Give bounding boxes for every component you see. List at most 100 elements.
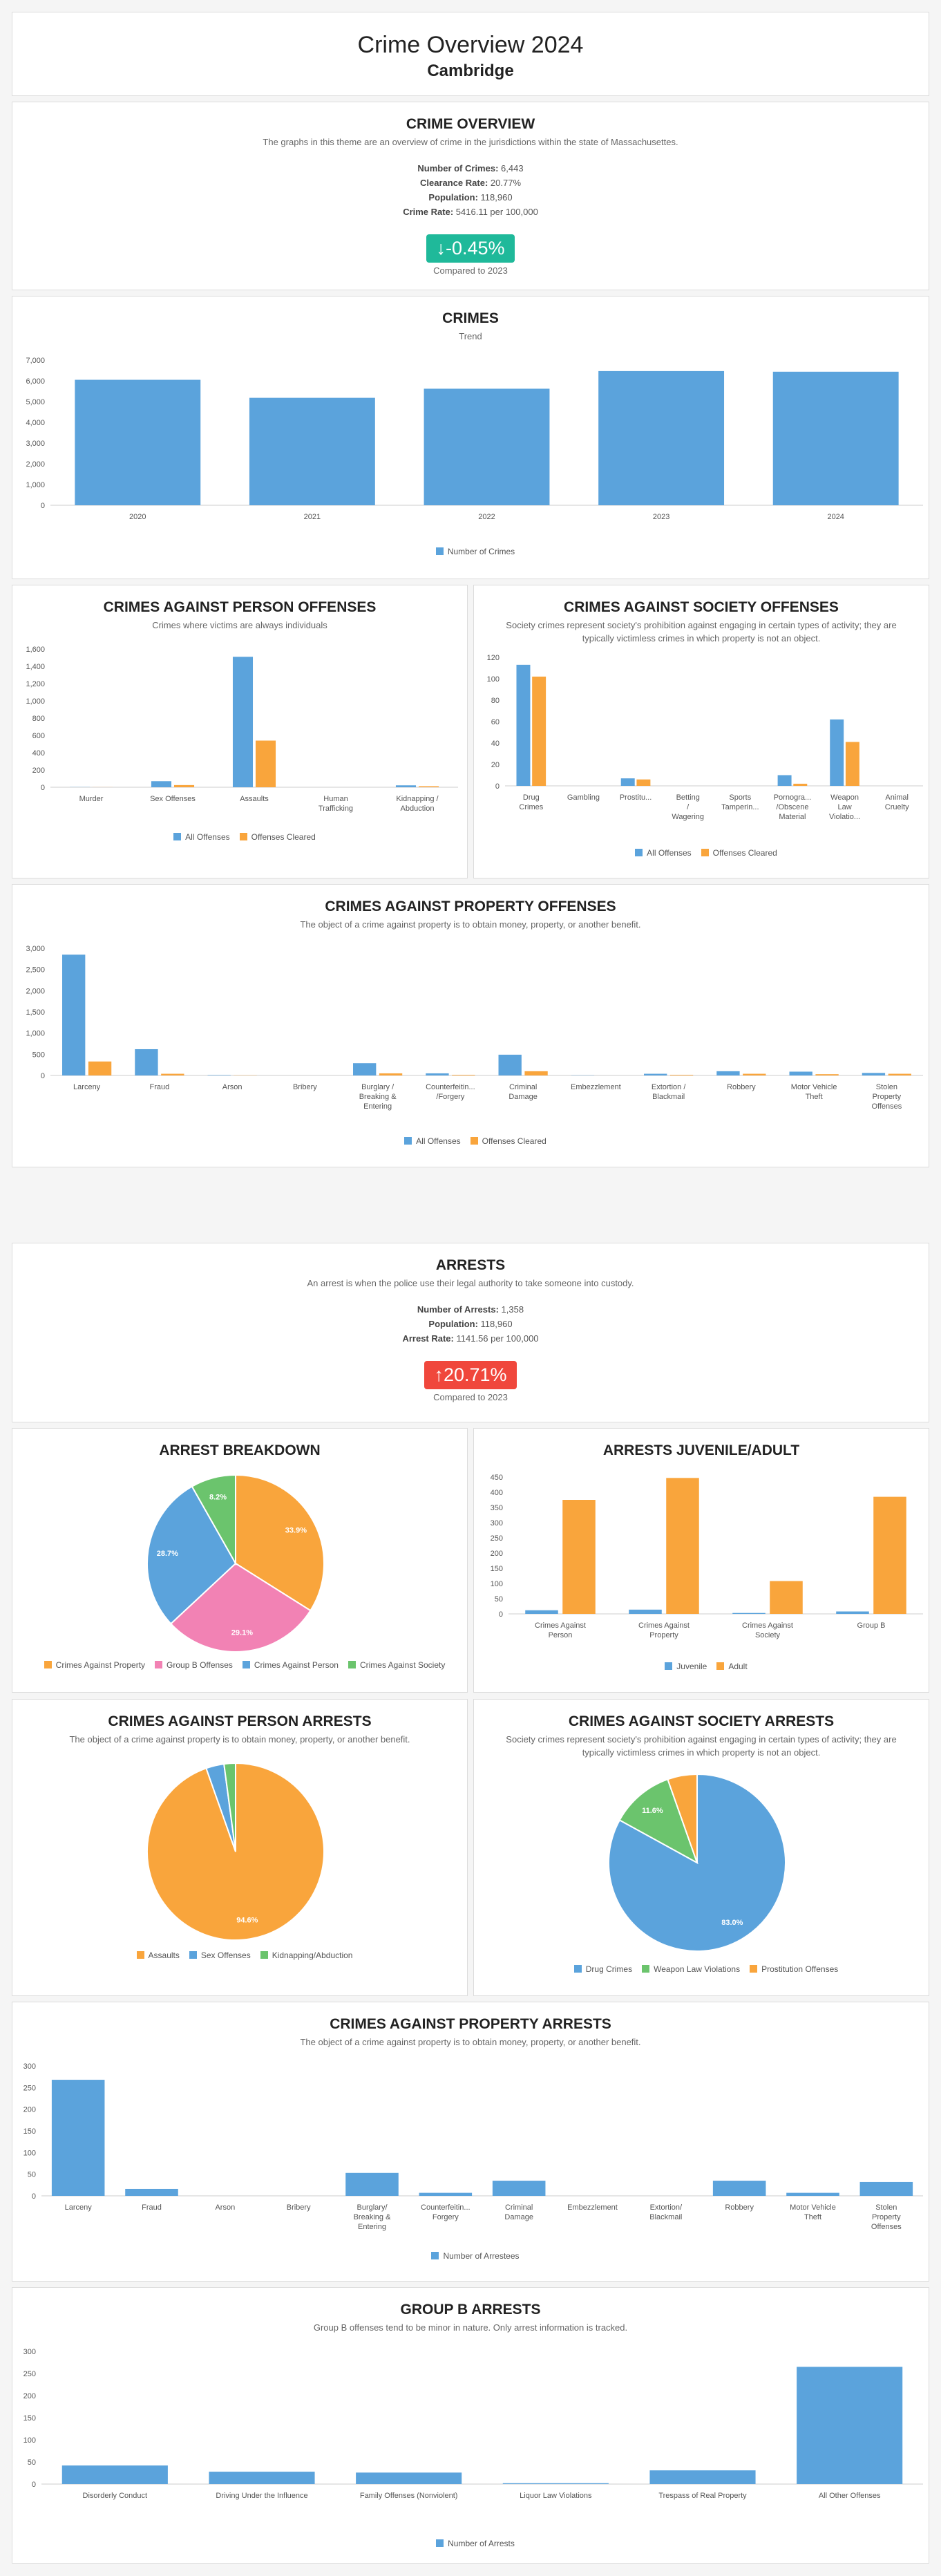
bar[interactable]	[786, 2192, 839, 2196]
bar[interactable]	[492, 2181, 546, 2196]
bar[interactable]	[716, 1071, 740, 1075]
legend-item[interactable]: Sex Offenses	[180, 1950, 251, 1960]
bar[interactable]	[88, 1061, 112, 1075]
y-tick-label: 120	[487, 654, 500, 662]
bar[interactable]	[524, 1071, 548, 1075]
legend-item[interactable]: Juvenile	[655, 1662, 707, 1671]
bar[interactable]	[888, 1073, 911, 1075]
bar[interactable]	[797, 2367, 903, 2484]
legend-item[interactable]: All Offenses	[395, 1136, 461, 1146]
legend-item[interactable]: Adult	[707, 1662, 748, 1671]
y-tick-label: 80	[491, 697, 500, 705]
bar[interactable]	[712, 2181, 766, 2196]
property-arrests-subtitle: The object of a crime against property i…	[300, 2037, 641, 2047]
bar[interactable]	[815, 1074, 839, 1075]
legend-item[interactable]: Offenses Cleared	[461, 1136, 546, 1146]
legend-item[interactable]: Offenses Cleared	[230, 832, 316, 842]
bar[interactable]	[356, 2472, 462, 2484]
x-tick-label: Counterfeitin... Forgery	[421, 2203, 470, 2221]
legend-item[interactable]: Assaults	[127, 1950, 180, 1960]
x-tick-label: Arson	[215, 2203, 235, 2212]
y-tick-label: 1,000	[26, 1030, 45, 1038]
bar[interactable]	[62, 955, 86, 1075]
legend-item[interactable]: Kidnapping/Abduction	[251, 1950, 352, 1960]
bar[interactable]	[419, 2192, 473, 2196]
legend-item[interactable]: All Offenses	[625, 848, 692, 858]
legend-item[interactable]: Number of Arrests	[426, 2539, 515, 2548]
legend-swatch	[436, 2539, 444, 2547]
bar[interactable]	[859, 2181, 913, 2196]
pie-slice[interactable]	[146, 1485, 237, 1625]
bar[interactable]	[532, 676, 546, 786]
legend-item[interactable]: Prostitution Offenses	[740, 1964, 838, 1974]
bar[interactable]	[777, 775, 792, 787]
bar[interactable]	[151, 781, 172, 787]
bar[interactable]	[173, 784, 195, 787]
legend-item[interactable]: Number of Crimes	[426, 547, 515, 556]
legend-item[interactable]: Crimes Against Society	[339, 1660, 445, 1670]
bar[interactable]	[353, 1063, 377, 1075]
bar[interactable]	[789, 1071, 812, 1075]
legend-item[interactable]: Offenses Cleared	[692, 848, 777, 858]
pie-slice[interactable]	[667, 1773, 698, 1863]
overview-title: CRIME OVERVIEW	[406, 116, 535, 132]
bar[interactable]	[636, 779, 651, 786]
legend-item[interactable]: Crimes Against Property	[35, 1660, 145, 1670]
pie-slice[interactable]	[618, 1778, 698, 1865]
bar[interactable]	[649, 2470, 756, 2484]
pie-slice[interactable]	[223, 1762, 236, 1852]
legend-item[interactable]: Crimes Against Person	[233, 1660, 339, 1670]
legend-swatch	[136, 1951, 144, 1959]
bar[interactable]	[793, 783, 808, 786]
bar[interactable]	[395, 785, 417, 787]
bar[interactable]	[836, 1611, 869, 1614]
bar[interactable]	[426, 1073, 449, 1075]
bar[interactable]	[732, 1613, 766, 1614]
bar[interactable]	[845, 742, 859, 786]
legend-item[interactable]: Number of Arrestees	[421, 2251, 520, 2261]
pie-slice[interactable]	[191, 1474, 236, 1566]
bar[interactable]	[51, 2080, 105, 2196]
legend-item[interactable]: Weapon Law Violations	[632, 1964, 740, 1974]
legend-item[interactable]: Group B Offenses	[145, 1660, 233, 1670]
bar[interactable]	[770, 1581, 803, 1614]
bar[interactable]	[772, 371, 899, 505]
bar[interactable]	[873, 1496, 906, 1614]
bar[interactable]	[135, 1049, 158, 1075]
bar[interactable]	[666, 1478, 699, 1614]
bar[interactable]	[502, 2483, 609, 2484]
bar[interactable]	[644, 1073, 667, 1075]
bar[interactable]	[209, 2472, 315, 2484]
pie-slice[interactable]	[169, 1562, 312, 1653]
bar[interactable]	[345, 2172, 399, 2196]
bar[interactable]	[862, 1073, 886, 1075]
bar[interactable]	[255, 740, 276, 788]
crimes-chart-title: CRIMES	[442, 310, 499, 326]
bar[interactable]	[418, 786, 439, 788]
bar[interactable]	[498, 1054, 522, 1075]
bar[interactable]	[598, 370, 725, 505]
bar[interactable]	[161, 1073, 184, 1075]
legend-item[interactable]: Drug Crimes	[564, 1964, 632, 1974]
bar[interactable]	[232, 657, 254, 787]
legend-label: Number of Crimes	[447, 547, 515, 556]
bar[interactable]	[620, 778, 635, 786]
bar[interactable]	[743, 1073, 766, 1075]
bar[interactable]	[424, 388, 550, 505]
bar[interactable]	[629, 1609, 662, 1614]
juvenile-adult-title: ARRESTS JUVENILE/ADULT	[602, 1442, 800, 1458]
bar[interactable]	[61, 2465, 168, 2484]
bar[interactable]	[562, 1500, 596, 1614]
person-arrests-legend: Assaults Sex Offenses Kidnapping/Abduction	[12, 1950, 467, 1960]
bar[interactable]	[75, 379, 201, 506]
bar[interactable]	[830, 719, 844, 786]
overview-compared: Compared to 2023	[433, 265, 508, 276]
legend-item[interactable]: All Offenses	[164, 832, 230, 842]
property-offenses-title: CRIMES AGAINST PROPERTY OFFENSES	[325, 899, 616, 914]
bar[interactable]	[379, 1073, 403, 1075]
bar[interactable]	[516, 664, 531, 786]
bar[interactable]	[249, 397, 375, 505]
bar[interactable]	[525, 1610, 558, 1614]
bar[interactable]	[125, 2188, 178, 2196]
x-tick-label: Betting / Wagering	[672, 793, 704, 821]
